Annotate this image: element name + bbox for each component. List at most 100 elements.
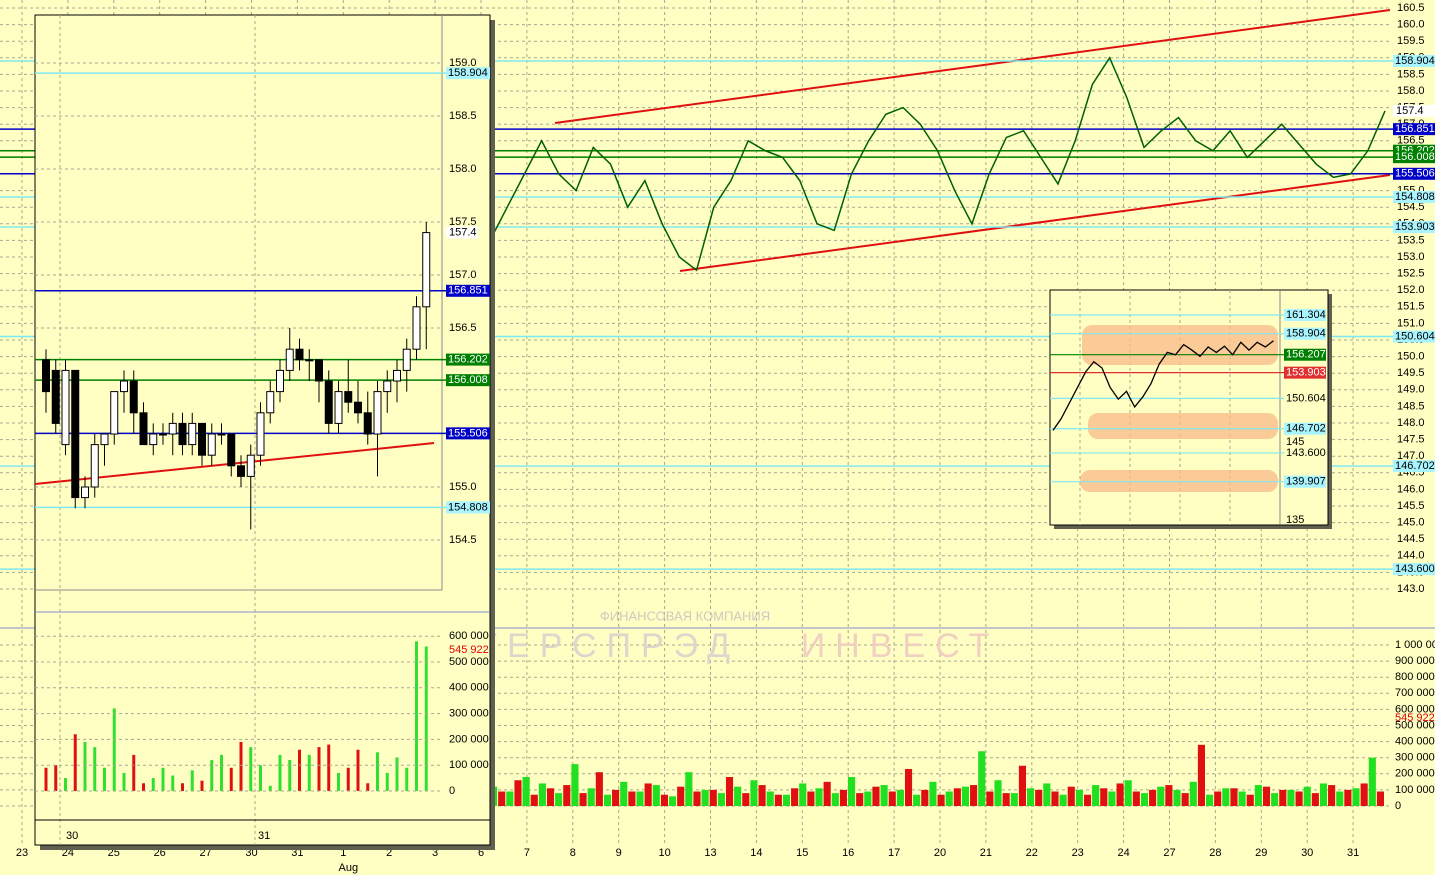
candle-body	[178, 422, 187, 446]
candle-body	[285, 348, 294, 371]
volume-bar	[660, 794, 668, 806]
volume-tick-label: 500 000	[1395, 719, 1435, 731]
zoom-volume-bar	[405, 767, 409, 791]
volume-bar	[546, 788, 555, 806]
candle-body	[324, 380, 333, 424]
candle-body	[266, 391, 275, 414]
zoom-price-label: 158.0	[449, 163, 477, 175]
volume-bar	[1092, 785, 1100, 806]
level-label-box	[1284, 348, 1326, 361]
level-label: 146.702	[1286, 423, 1326, 435]
level-label-box	[1393, 460, 1435, 473]
date-label: 6	[478, 847, 484, 859]
volume-bar	[555, 793, 563, 806]
level-label: 158.904	[1395, 55, 1435, 67]
candle-body	[383, 380, 392, 393]
price-tick-label: 145.0	[1397, 517, 1425, 529]
volume-tick-label: 100 000	[1395, 784, 1435, 796]
volume-bar	[603, 794, 612, 806]
level-label-box	[1284, 392, 1326, 405]
month-label: Aug	[339, 862, 359, 874]
last-price-label: 157.4	[1396, 105, 1424, 117]
price-tick-label: 154.5	[1397, 201, 1425, 213]
date-label: 9	[616, 847, 622, 859]
level-label: 156.008	[448, 374, 488, 386]
zoom-volume-bar	[298, 749, 301, 791]
volume-bar	[1238, 791, 1246, 806]
zoom-volume-label: 500 000	[449, 656, 489, 668]
volume-bar	[530, 794, 538, 806]
volume-bar	[1360, 783, 1368, 806]
price-tick-label: 153.0	[1397, 251, 1425, 263]
volume-bar	[595, 772, 603, 806]
level-label-box	[1393, 54, 1435, 67]
volume-tick-label: 1 000 000	[1395, 639, 1435, 651]
level-label: 143.600	[1286, 447, 1326, 459]
candle-body	[198, 422, 206, 456]
date-label: 1	[340, 847, 346, 859]
candle-body	[363, 412, 372, 435]
volume-bar	[1246, 794, 1254, 806]
candle-body	[412, 306, 421, 350]
volume-bar	[701, 789, 709, 806]
channel-lower	[679, 174, 1391, 272]
volume-tick-label: 700 000	[1395, 687, 1435, 699]
candle-body	[393, 369, 401, 382]
zoom-volume-bar	[278, 754, 282, 791]
date-label: 23	[16, 847, 28, 859]
volume-bar	[1002, 793, 1010, 806]
volume-bar	[1352, 788, 1360, 806]
volume-bar	[961, 786, 970, 806]
mini-zone	[1088, 413, 1278, 439]
candle-body	[246, 454, 255, 477]
date-label: 27	[1163, 847, 1175, 859]
level-label-box	[1393, 190, 1435, 203]
date-label: 14	[750, 847, 762, 859]
date-label: 7	[524, 847, 530, 859]
date-label: 20	[934, 847, 946, 859]
date-label: 15	[796, 847, 808, 859]
volume-bar	[1271, 793, 1279, 806]
zoom-volume-bar	[317, 747, 321, 791]
price-tick-label: 150.0	[1397, 351, 1425, 363]
volume-bar	[636, 791, 644, 806]
date-label: 31	[1347, 847, 1359, 859]
level-label: 156.207	[1286, 349, 1326, 361]
zoom-volume-label: 200 000	[449, 733, 489, 745]
volume-bar	[1344, 789, 1352, 806]
zoom-volume-bar	[268, 785, 272, 791]
volume-bar	[953, 788, 961, 806]
volume-bar	[1262, 786, 1271, 806]
volume-bar	[628, 791, 636, 806]
zoom-date-label: 30	[66, 830, 78, 842]
volume-bar	[799, 783, 807, 806]
volume-bar	[587, 788, 595, 806]
zoom-volume-label: 400 000	[449, 682, 489, 694]
volume-bar	[807, 791, 815, 806]
candle-body	[90, 444, 99, 488]
level-label-box	[1393, 330, 1435, 343]
zoom-volume-bar	[327, 744, 331, 791]
price-tick-label: 159.5	[1397, 35, 1425, 47]
volume-bar	[1181, 793, 1189, 806]
volume-bar	[831, 793, 839, 806]
volume-bar	[1287, 789, 1295, 806]
date-label: 10	[658, 847, 670, 859]
level-label: 154.808	[1395, 191, 1435, 203]
candle-body	[295, 348, 304, 361]
zoom-volume-bar	[415, 641, 418, 791]
zoom-price-label: 154.5	[449, 534, 477, 546]
zoom-volume-bar	[259, 765, 262, 791]
mini-axis-label: 135	[1286, 514, 1304, 526]
volume-tick-label: 0	[1395, 800, 1401, 812]
zoom-volume-bar	[142, 783, 145, 791]
volume-bar	[1165, 785, 1173, 806]
volume-bar	[986, 791, 994, 806]
volume-bar	[506, 791, 514, 806]
volume-bar	[1067, 786, 1075, 806]
candle-body	[51, 369, 60, 424]
level-label-box	[1393, 123, 1435, 136]
zoom-volume-bar	[171, 775, 175, 791]
volume-bar	[1100, 788, 1108, 806]
level-label: 155.506	[448, 427, 488, 439]
